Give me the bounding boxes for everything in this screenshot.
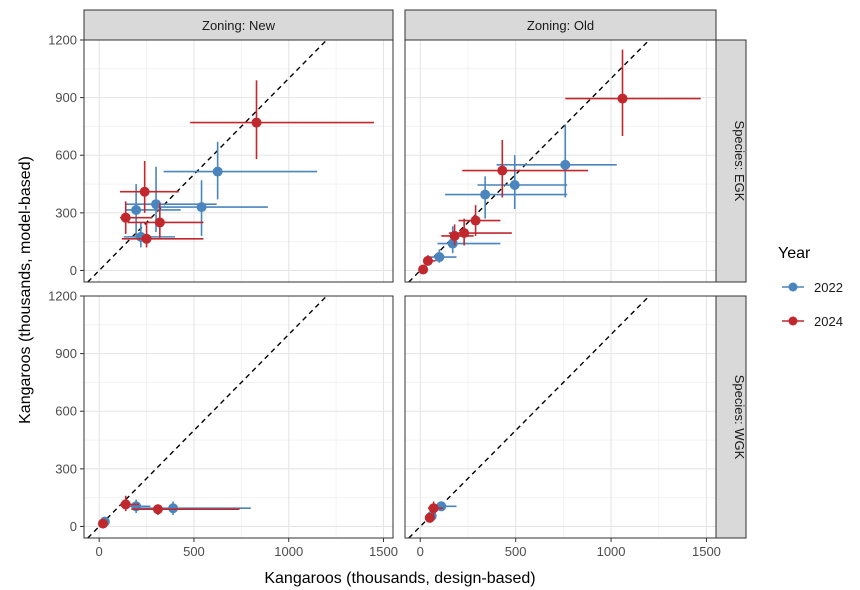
panel-border bbox=[404, 295, 717, 539]
point-2024-2 bbox=[97, 518, 108, 529]
x-tick-label: 1500 bbox=[692, 544, 721, 559]
legend-title: Year bbox=[778, 245, 811, 262]
panel-background bbox=[405, 296, 716, 538]
y-tick-label: 0 bbox=[70, 519, 77, 534]
x-axis-title: Kangaroos (thousands, design-based) bbox=[264, 570, 535, 587]
y-tick-label: 600 bbox=[55, 148, 77, 163]
panel-border bbox=[83, 295, 394, 539]
row-strip-1 bbox=[715, 295, 747, 539]
row-strip-label-0: Species: EGK bbox=[732, 121, 747, 202]
column-strip-label-0: Zoning: New bbox=[202, 18, 276, 33]
x-tick-label: 1000 bbox=[274, 544, 303, 559]
row-strip-label-1: Species: WGK bbox=[732, 375, 747, 460]
reference-line-y-equals-x bbox=[87, 296, 328, 538]
point-2022-0 bbox=[168, 503, 179, 514]
panels-layer: Zoning: New Zoning: Old Species: EGK Specie… bbox=[48, 9, 747, 560]
legend-key-2022-marker bbox=[788, 282, 798, 292]
panel-old-egk bbox=[404, 39, 717, 283]
panel-old-wgk: 0 500 1000 1500 bbox=[404, 295, 721, 559]
point-2024-1 bbox=[497, 165, 508, 176]
y-tick-label: 300 bbox=[55, 461, 77, 476]
point-2024-4 bbox=[449, 230, 460, 241]
panel-background bbox=[84, 296, 393, 538]
point-2024-0 bbox=[152, 504, 163, 515]
panel-new-egk: 0 300 600 900 1200 bbox=[48, 33, 394, 283]
legend-label-2024: 2024 bbox=[814, 314, 843, 329]
point-2022-0 bbox=[560, 159, 571, 170]
point-2024-4 bbox=[141, 233, 152, 244]
reference-line-y-equals-x bbox=[408, 296, 650, 538]
x-tick-label: 500 bbox=[183, 544, 205, 559]
reference-line-y-equals-x bbox=[87, 40, 328, 282]
point-2022-2 bbox=[151, 199, 162, 210]
x-tick-label: 0 bbox=[417, 544, 424, 559]
panel-background bbox=[84, 40, 393, 282]
panel-new-wgk: 0 300 600 900 1200 0 500 1000 1500 bbox=[48, 289, 398, 560]
panel-border bbox=[83, 39, 394, 283]
x-tick-label: 1500 bbox=[369, 544, 398, 559]
point-2022-1 bbox=[509, 180, 520, 191]
point-2024-1 bbox=[139, 186, 150, 197]
legend-label-2022: 2022 bbox=[814, 280, 843, 295]
column-strip-0 bbox=[83, 9, 394, 41]
y-tick-label: 1200 bbox=[48, 33, 77, 48]
point-2022-2 bbox=[480, 189, 491, 200]
point-2024-0 bbox=[428, 503, 439, 514]
x-tick-label: 1000 bbox=[597, 544, 626, 559]
y-tick-label: 0 bbox=[70, 263, 77, 278]
y-tick-label: 1200 bbox=[48, 289, 77, 304]
point-2022-0 bbox=[212, 166, 223, 177]
legend-key-2024-marker bbox=[788, 316, 798, 326]
row-strip-0 bbox=[715, 39, 747, 283]
point-2024-1 bbox=[424, 512, 435, 523]
point-2024-5 bbox=[422, 255, 433, 266]
point-2024-2 bbox=[120, 212, 131, 223]
point-2024-6 bbox=[418, 264, 429, 275]
point-2024-2 bbox=[470, 215, 481, 226]
y-axis-title: Kangaroos (thousands, model-based) bbox=[17, 156, 34, 424]
point-2024-0 bbox=[251, 117, 262, 128]
y-tick-label: 600 bbox=[55, 404, 77, 419]
point-2024-3 bbox=[154, 217, 165, 228]
column-strip-label-1: Zoning: Old bbox=[527, 18, 594, 33]
point-2024-1 bbox=[120, 499, 131, 510]
panel-border bbox=[404, 39, 717, 283]
x-tick-label: 0 bbox=[96, 544, 103, 559]
y-tick-label: 900 bbox=[55, 90, 77, 105]
point-2024-0 bbox=[617, 93, 628, 104]
column-strip-1 bbox=[404, 9, 717, 41]
point-2022-3 bbox=[131, 204, 142, 215]
x-tick-label: 500 bbox=[505, 544, 527, 559]
point-2022-4 bbox=[434, 252, 445, 263]
y-tick-label: 300 bbox=[55, 205, 77, 220]
legend: Year 2022 2024 bbox=[778, 245, 843, 329]
y-tick-label: 900 bbox=[55, 346, 77, 361]
